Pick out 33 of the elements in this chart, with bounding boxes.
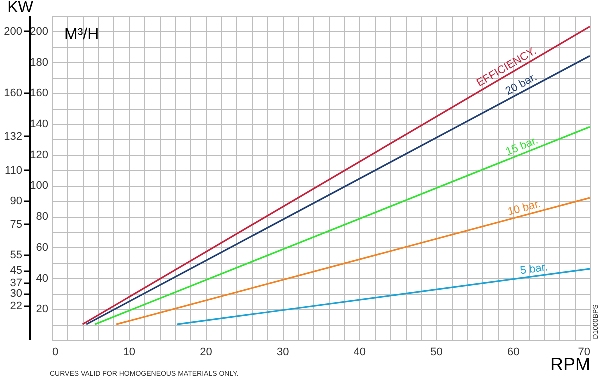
y2-tick-label: 90 [10, 196, 22, 208]
y2-tick-label: 22 [10, 300, 22, 313]
x-tick-label: 0 [52, 346, 59, 358]
y2-tick-label: 160 [4, 88, 22, 100]
y2-tick-label: 132 [4, 130, 22, 143]
y2-tick-label: 37 [10, 277, 22, 290]
x-tick-label: 20 [200, 346, 212, 358]
y2-tick-label: 110 [4, 164, 22, 177]
x-tick-label: 10 [123, 346, 136, 358]
y-tick-label: 80 [36, 211, 48, 224]
x-tick-label: 50 [430, 346, 443, 358]
x-tick-label: 60 [508, 346, 520, 358]
y-tick-label: 160 [30, 88, 48, 100]
y-tick-label: 140 [30, 118, 48, 130]
text: 15 bar. [504, 134, 540, 158]
text: 10 bar. [506, 198, 542, 218]
y-tick-label: 180 [30, 56, 48, 69]
text: 5 bar. [520, 262, 549, 278]
y-tick-label: 60 [36, 242, 48, 254]
y-axis-title: M³/H [64, 26, 100, 44]
y2-tick-label: 200 [4, 26, 22, 38]
y2-tick-label: 55 [10, 250, 22, 262]
y2-tick-label: 45 [10, 265, 22, 278]
y2-tick-label: 75 [10, 218, 22, 231]
y-tick-label: 100 [30, 180, 48, 192]
x-tick-label: 30 [276, 346, 290, 358]
y2-axis-title: KW [8, 0, 34, 16]
y-tick-label: 40 [36, 272, 48, 285]
y2-tick-label: 30 [10, 288, 22, 300]
x-tick-label: 40 [354, 346, 366, 358]
y-tick-label: 200 [30, 26, 48, 38]
y-tick-label: 120 [30, 149, 48, 162]
y-tick-label: 20 [36, 304, 48, 316]
